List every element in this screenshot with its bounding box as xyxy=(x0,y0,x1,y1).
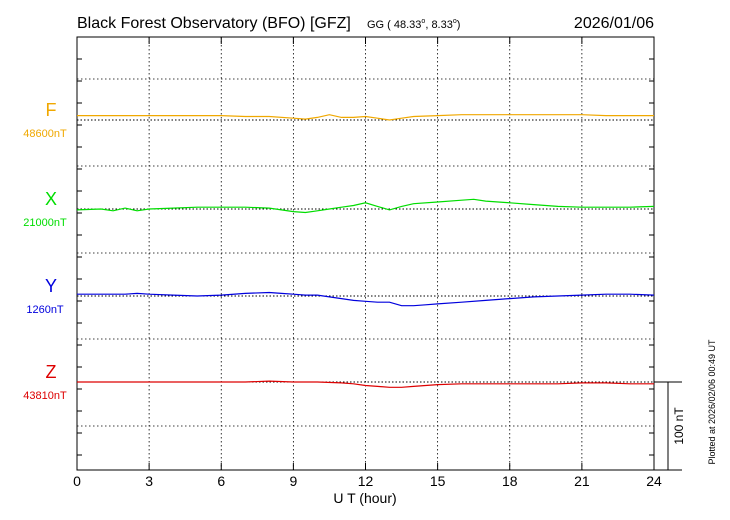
plotted-timestamp: Plotted at 2026/02/06 00:49 UT xyxy=(707,339,717,465)
series-line-f xyxy=(77,114,654,121)
coords-prefix: GG ( 48.33 xyxy=(367,19,421,31)
degree-mark-lon: o xyxy=(453,18,457,25)
x-tick-label: 0 xyxy=(73,473,81,489)
series-line-z xyxy=(77,380,654,388)
x-tick-label: 18 xyxy=(502,473,518,489)
data-series xyxy=(76,114,655,388)
x-tick-label: 6 xyxy=(217,473,225,489)
scale-bar-label: 100 nT xyxy=(672,407,686,445)
x-tick-label: 21 xyxy=(574,473,590,489)
series-line-y xyxy=(77,291,655,307)
chart-date: 2026/01/06 xyxy=(574,15,654,32)
series-line-x xyxy=(76,198,655,214)
series-name-x: X xyxy=(45,189,57,209)
series-labels: F 48600nT X 21000nT Y 1260nT Z 43810nT xyxy=(23,100,67,402)
scale-bar: 100 nT xyxy=(654,381,686,471)
baselines xyxy=(77,119,654,383)
series-name-f: F xyxy=(46,100,57,120)
degree-mark-lat: o xyxy=(421,18,425,25)
x-tick-label: 9 xyxy=(289,473,297,489)
x-axis-label: U T (hour) xyxy=(333,490,396,506)
baseline-label-f: 48600nT xyxy=(23,128,67,140)
baseline-label-y: 1260nT xyxy=(26,304,64,316)
x-tick-label: 15 xyxy=(430,473,446,489)
station-coordinates: GG ( 48.33o, 8.33o) xyxy=(367,18,460,31)
series-name-y: Y xyxy=(45,276,57,296)
baseline-label-x: 21000nT xyxy=(23,217,67,229)
x-tick-label: 3 xyxy=(145,473,153,489)
coords-mid: , 8.33 xyxy=(425,19,453,31)
coords-suffix: ) xyxy=(457,19,461,31)
x-axis-ticks: 0 3 6 9 12 15 18 21 24 xyxy=(73,37,662,489)
series-name-z: Z xyxy=(46,362,57,382)
grid-lines xyxy=(77,37,654,470)
x-tick-label: 24 xyxy=(646,473,662,489)
x-tick-label: 12 xyxy=(358,473,374,489)
chart-title: Black Forest Observatory (BFO) [GFZ] xyxy=(77,15,351,32)
baseline-label-z: 43810nT xyxy=(23,390,67,402)
